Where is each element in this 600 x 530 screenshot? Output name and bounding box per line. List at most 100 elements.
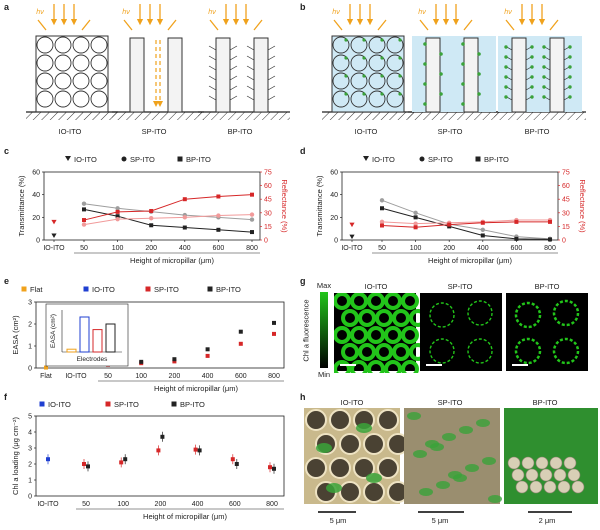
cell-dot (542, 65, 546, 69)
x-tick: 400 (477, 245, 489, 252)
pore (90, 72, 108, 90)
x-tick: 600 (229, 501, 241, 508)
legend-label: IO-ITO (74, 155, 97, 164)
cell-dot (423, 42, 427, 46)
y-axis-label-right: Reflectance (%) (578, 179, 587, 233)
data-point (238, 341, 243, 346)
series-line (381, 221, 550, 228)
sem-cell (459, 426, 473, 434)
cell-dot (461, 102, 465, 106)
y-tick-right: 60 (264, 183, 272, 190)
data-point (272, 331, 276, 336)
plot-frame (341, 171, 559, 241)
data-point (349, 222, 355, 228)
fluo-image (420, 293, 502, 371)
panel-h-label-sp: SP-ITO (437, 398, 463, 407)
sem-particle (525, 468, 539, 482)
pillar (167, 37, 183, 113)
cell-dot (439, 92, 443, 96)
fluo-ring (429, 338, 455, 364)
data-point (250, 230, 254, 235)
cell-dot (568, 65, 572, 69)
data-point (82, 207, 86, 212)
data-point (480, 227, 485, 232)
panel-h-label-io: IO-ITO (340, 398, 364, 407)
cell-dot (542, 55, 546, 59)
x-tick: IO-ITO (37, 501, 59, 508)
reflected-arrow (505, 19, 515, 31)
x-tick: 200 (169, 373, 181, 380)
data-point (193, 447, 198, 452)
y-tick-right: 45 (264, 197, 272, 204)
panel-letter-d: d (300, 146, 306, 156)
sem-pore (363, 433, 385, 455)
fluo-ring (552, 337, 580, 365)
data-point (548, 237, 552, 242)
legend-marker (121, 156, 127, 162)
fluo-ring (350, 293, 368, 310)
branch (246, 75, 255, 81)
fluo-ring (384, 360, 402, 373)
legend-label: SP-ITO (130, 155, 155, 164)
x-tick: 200 (443, 245, 455, 252)
scale-max: Max (316, 281, 332, 290)
data-point (230, 457, 235, 462)
sem-cell (442, 433, 456, 441)
sem-cell (366, 473, 382, 483)
y-axis-label-right: Reflectance (%) (280, 179, 289, 233)
pore (332, 72, 350, 90)
data-point (250, 192, 254, 197)
x-tick: IO-ITO (65, 373, 87, 380)
legend-marker (363, 156, 369, 161)
inset-bar (79, 316, 90, 353)
cell-dot (568, 75, 572, 79)
x-axis-label: Height of micropillar (μm) (154, 384, 238, 393)
pore (72, 90, 90, 108)
y-tick-left: 20 (330, 215, 338, 222)
y-tick-left: 20 (32, 215, 40, 222)
data-point (44, 365, 48, 370)
pore (368, 36, 386, 54)
panel-g-label-bp: BP-ITO (534, 282, 560, 291)
cell-dot (461, 82, 465, 86)
io-block (331, 35, 405, 113)
substrate-hatch (112, 112, 204, 120)
branch (229, 95, 238, 101)
sem-particle (549, 456, 563, 470)
branch (267, 45, 276, 51)
branch (246, 65, 255, 71)
fluo-ring (467, 300, 493, 326)
reflected-arrow (333, 19, 343, 31)
sem-images (304, 408, 598, 513)
hv-label: hν (504, 9, 512, 16)
cell-dot (362, 38, 366, 42)
legend-label: IO-ITO (92, 285, 115, 294)
branch (229, 75, 238, 81)
x-tick: 100 (112, 245, 124, 252)
series-line (381, 207, 551, 240)
pore (368, 90, 386, 108)
hv-label: hν (208, 9, 216, 16)
cell-dot (362, 74, 366, 78)
branch (208, 75, 217, 81)
y-tick-left: 40 (330, 192, 338, 199)
data-point (51, 219, 57, 225)
panel-a-label-bp: BP-ITO (227, 127, 253, 136)
sem-cell (407, 412, 421, 420)
sem-particle (553, 468, 567, 482)
x-tick: 50 (82, 501, 90, 508)
legend-label: IO-ITO (372, 155, 395, 164)
scale-min: Min (317, 370, 331, 379)
branch (229, 55, 238, 61)
pore (54, 36, 72, 54)
sem-cell (436, 481, 450, 489)
x-tick: 600 (511, 245, 523, 252)
fluo-ring (384, 326, 402, 344)
schematics: hν hν hν hν hν hν (26, 4, 586, 120)
pore (350, 90, 368, 108)
x-tick: 100 (135, 373, 147, 380)
substrate-hatch (198, 112, 290, 120)
sem-pore (339, 433, 361, 455)
cell-dot (398, 56, 402, 60)
pore (90, 54, 108, 72)
